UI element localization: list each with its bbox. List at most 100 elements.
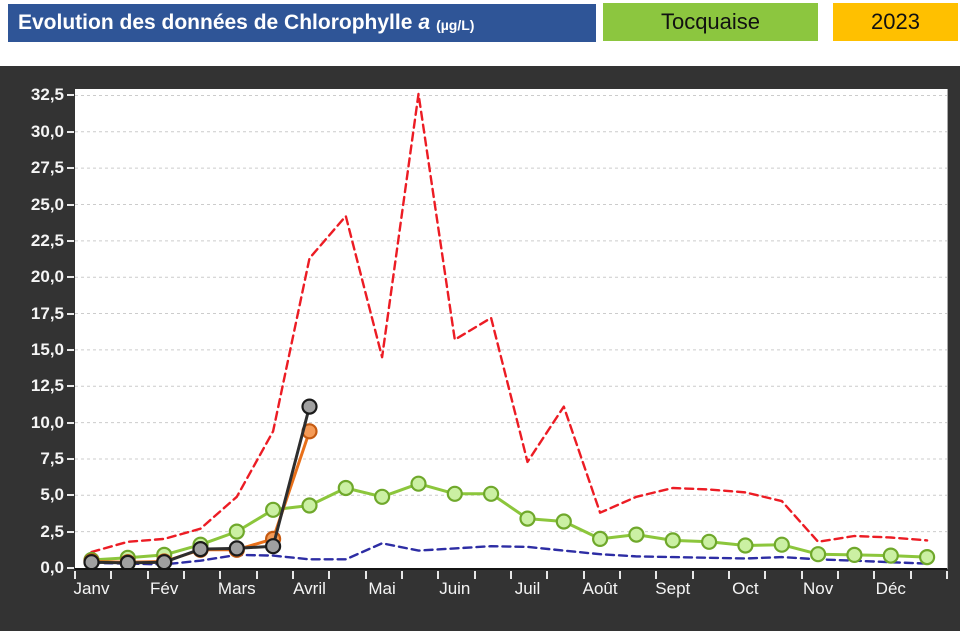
y-axis-tick-label: 12,5 bbox=[30, 376, 64, 396]
marker-green-line bbox=[700, 533, 718, 550]
y-axis-tick-label: 30,0 bbox=[30, 121, 64, 141]
marker-green-line bbox=[773, 536, 790, 553]
chart-title-unit: (µg/L) bbox=[436, 16, 475, 33]
marker-gray-line bbox=[83, 554, 100, 568]
chart-panel: 0,0 2,5 5,0 7,5 10,0 12,5 15,0 17,5 20,0 22,5 25,0… bbox=[0, 66, 960, 631]
marker-gray-line bbox=[301, 398, 318, 415]
x-axis-month-label: Juil bbox=[514, 579, 541, 598]
y-axis-tick-mark bbox=[67, 167, 74, 170]
x-axis-tick-mark bbox=[800, 571, 803, 579]
x-axis-tick-mark bbox=[110, 571, 113, 579]
y-axis-tick-mark bbox=[67, 239, 74, 242]
x-axis-tick-mark bbox=[510, 571, 512, 579]
y-axis-tick-mark bbox=[67, 203, 74, 206]
x-axis-tick-mark bbox=[473, 571, 476, 579]
x-axis-tick-mark bbox=[401, 571, 403, 579]
plot-area bbox=[75, 89, 948, 570]
y-axis-tick-label: 15,0 bbox=[30, 339, 64, 359]
x-axis-tick-mark bbox=[691, 571, 694, 579]
marker-green-line bbox=[809, 546, 827, 563]
x-axis-tick-mark bbox=[219, 571, 222, 579]
marker-gray-line bbox=[192, 541, 209, 558]
y-axis-tick-label: 27,5 bbox=[30, 158, 64, 178]
x-axis-month-label: Nov bbox=[802, 579, 834, 598]
x-axis-month-label: Déc bbox=[875, 579, 906, 598]
y-axis-tick-mark bbox=[67, 421, 74, 424]
x-axis-tick-mark bbox=[183, 571, 185, 579]
x-axis-month-label: Juin bbox=[439, 579, 471, 598]
y-axis-tick-mark bbox=[67, 94, 74, 97]
y-axis-tick-mark bbox=[67, 530, 74, 533]
x-axis-tick-mark bbox=[328, 571, 331, 579]
x-axis-tick-mark bbox=[546, 571, 549, 579]
marker-gray-line bbox=[228, 540, 245, 557]
y-axis-tick-label: 10,0 bbox=[30, 412, 64, 432]
series-blue-dashed-min bbox=[90, 542, 929, 566]
y-axis-tick-label: 20,0 bbox=[30, 267, 64, 287]
series-red-dashed-max bbox=[90, 92, 929, 554]
x-axis-month-label: Août bbox=[582, 579, 618, 598]
x-axis-tick-mark bbox=[255, 571, 258, 579]
x-axis-month-label: Fév bbox=[150, 579, 179, 598]
marker-green-line bbox=[555, 513, 572, 530]
y-axis-tick-label: 25,0 bbox=[30, 194, 64, 214]
year-selector-button[interactable]: 2023 bbox=[833, 3, 958, 41]
marker-green-line bbox=[446, 485, 463, 502]
y-axis-tick-mark bbox=[67, 457, 74, 460]
x-axis-month-label: Mai bbox=[368, 579, 396, 598]
marker-green-line bbox=[664, 532, 681, 549]
marker-green-line bbox=[737, 537, 754, 554]
x-axis-tick-mark bbox=[437, 571, 440, 579]
x-axis-month-label: Janv bbox=[73, 579, 110, 598]
marker-green-line bbox=[337, 479, 354, 497]
y-axis-tick-label: 7,5 bbox=[40, 448, 64, 468]
y-axis-tick-label: 0,0 bbox=[40, 558, 64, 577]
x-axis-tick-mark bbox=[727, 571, 730, 579]
marker-green-line bbox=[301, 497, 318, 514]
y-axis-tick-label: 22,5 bbox=[30, 230, 64, 250]
y-axis-tick-mark bbox=[67, 348, 74, 351]
chart-title-bar: Evolution des données de Chlorophylle a (µ… bbox=[8, 4, 596, 42]
x-axis-tick-mark bbox=[764, 571, 767, 579]
y-axis-tick-mark bbox=[67, 385, 74, 388]
x-axis-tick-mark bbox=[292, 571, 294, 579]
marker-green-line bbox=[265, 501, 282, 518]
x-axis-tick-mark bbox=[618, 571, 621, 579]
x-axis-tick-mark bbox=[945, 571, 948, 579]
y-axis-tick-mark bbox=[67, 276, 74, 279]
station-selector-button[interactable]: Tocquaise bbox=[603, 3, 818, 41]
x-axis-month-label: Oct bbox=[732, 579, 759, 598]
marker-green-line bbox=[228, 523, 245, 540]
marker-gray-line bbox=[119, 554, 136, 568]
marker-green-line bbox=[882, 547, 899, 564]
x-axis-tick-mark bbox=[364, 571, 367, 579]
y-axis-tick-label: 2,5 bbox=[40, 521, 64, 541]
y-axis-tick-label: 32,5 bbox=[30, 85, 64, 105]
marker-gray-line bbox=[156, 554, 173, 568]
y-axis-tick-mark bbox=[67, 312, 74, 315]
marker-green-line bbox=[628, 526, 645, 543]
marker-green-line bbox=[591, 530, 609, 547]
marker-green-line bbox=[918, 549, 936, 566]
y-axis-tick-mark bbox=[67, 130, 74, 133]
x-axis-tick-mark bbox=[873, 571, 876, 579]
x-axis-tick-mark bbox=[655, 571, 658, 579]
y-axis-tick-label: 5,0 bbox=[40, 485, 64, 505]
chart-title-text: Evolution des données de Chlorophylle bbox=[18, 11, 413, 34]
y-axis-tick-mark bbox=[67, 494, 74, 497]
x-axis-tick-mark bbox=[909, 571, 912, 579]
marker-green-line bbox=[483, 485, 500, 502]
x-axis-tick-mark bbox=[582, 571, 585, 579]
x-axis-tick-mark bbox=[74, 571, 76, 579]
x-axis-month-label: Mars bbox=[217, 579, 256, 598]
chart-title-italic-a: a bbox=[418, 11, 431, 34]
marker-green-line bbox=[519, 510, 536, 527]
x-axis-month-label: Sept bbox=[655, 579, 691, 598]
x-axis-tick-mark bbox=[836, 571, 839, 579]
marker-green-line bbox=[846, 546, 863, 563]
y-axis-tick-mark bbox=[67, 567, 74, 569]
marker-gray-line bbox=[265, 538, 282, 555]
chart-svg bbox=[75, 92, 947, 568]
marker-green-line bbox=[374, 488, 391, 505]
